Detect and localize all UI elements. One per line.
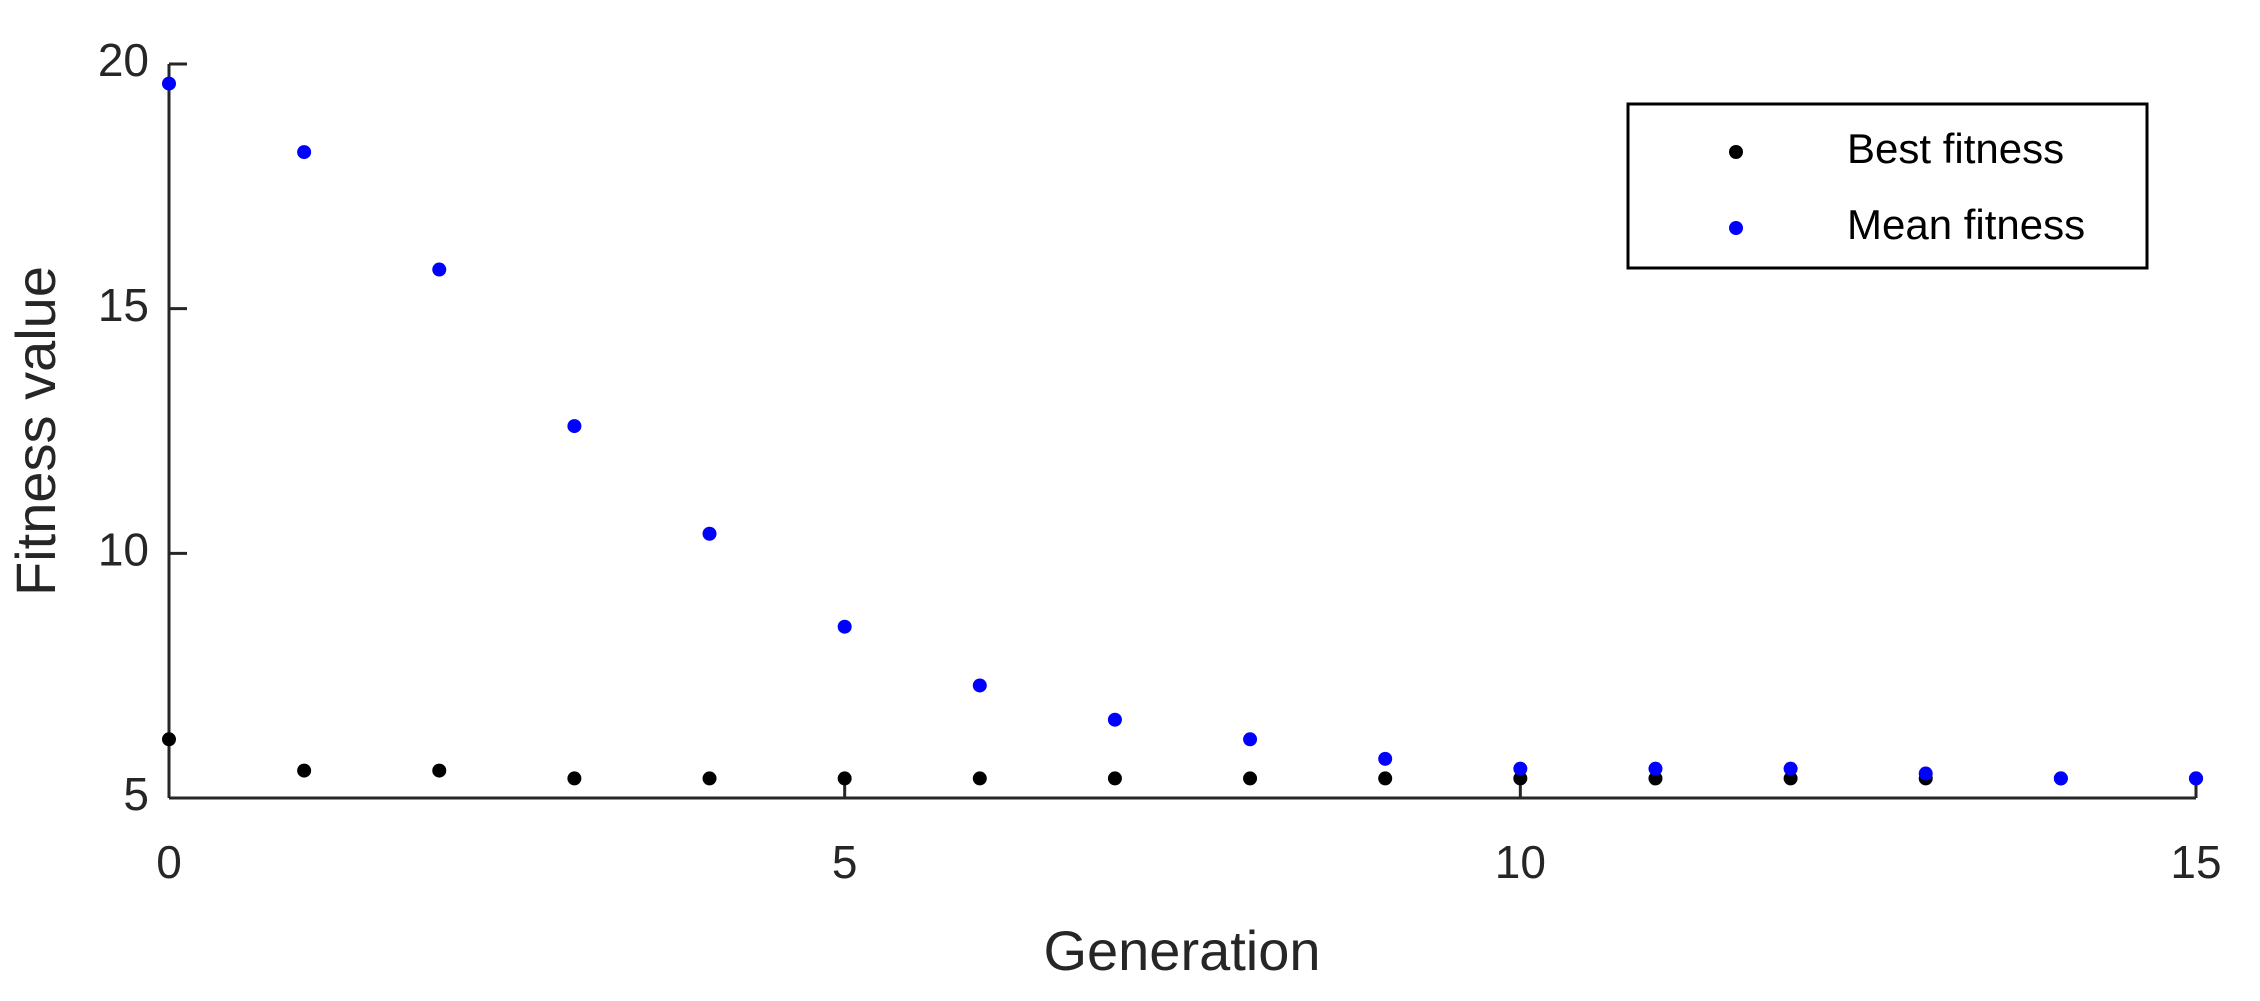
point xyxy=(1918,766,1933,781)
x-tick-label: 0 xyxy=(156,836,182,888)
point xyxy=(1648,761,1663,776)
point xyxy=(1783,761,1798,776)
point xyxy=(1378,771,1393,786)
y-axis-label: Fitness value xyxy=(4,266,67,596)
point xyxy=(972,678,987,693)
point xyxy=(1783,771,1798,786)
x-tick-label: 15 xyxy=(2170,836,2221,888)
y-tick-label: 15 xyxy=(98,279,149,331)
point xyxy=(837,771,852,786)
point xyxy=(1243,732,1258,747)
legend-marker xyxy=(1729,221,1743,235)
point xyxy=(1243,771,1258,786)
point xyxy=(1107,771,1122,786)
point xyxy=(2053,771,2068,786)
y-tick-label: 10 xyxy=(98,523,149,575)
point xyxy=(432,262,447,277)
point xyxy=(432,763,447,778)
point xyxy=(1378,751,1393,766)
legend-marker xyxy=(1729,145,1743,159)
legend-label: Mean fitness xyxy=(1847,201,2085,248)
point xyxy=(297,145,312,160)
point xyxy=(162,732,176,747)
point xyxy=(837,619,852,634)
point xyxy=(2189,771,2203,786)
point xyxy=(1513,761,1528,776)
y-tick-label: 5 xyxy=(123,768,149,820)
x-tick-label: 10 xyxy=(1495,836,1546,888)
point xyxy=(1107,712,1122,727)
point xyxy=(297,763,312,778)
point xyxy=(1648,771,1663,786)
legend-box xyxy=(1626,102,2149,270)
y-tick-label: 20 xyxy=(98,34,149,86)
x-axis-label: Generation xyxy=(1043,919,1320,982)
point xyxy=(702,771,717,786)
point xyxy=(702,526,717,541)
point xyxy=(1513,771,1528,786)
legend-label: Best fitness xyxy=(1847,125,2064,172)
x-tick-label: 5 xyxy=(832,836,858,888)
point xyxy=(162,76,176,91)
point xyxy=(567,419,582,434)
point xyxy=(972,771,987,786)
point xyxy=(567,771,582,786)
